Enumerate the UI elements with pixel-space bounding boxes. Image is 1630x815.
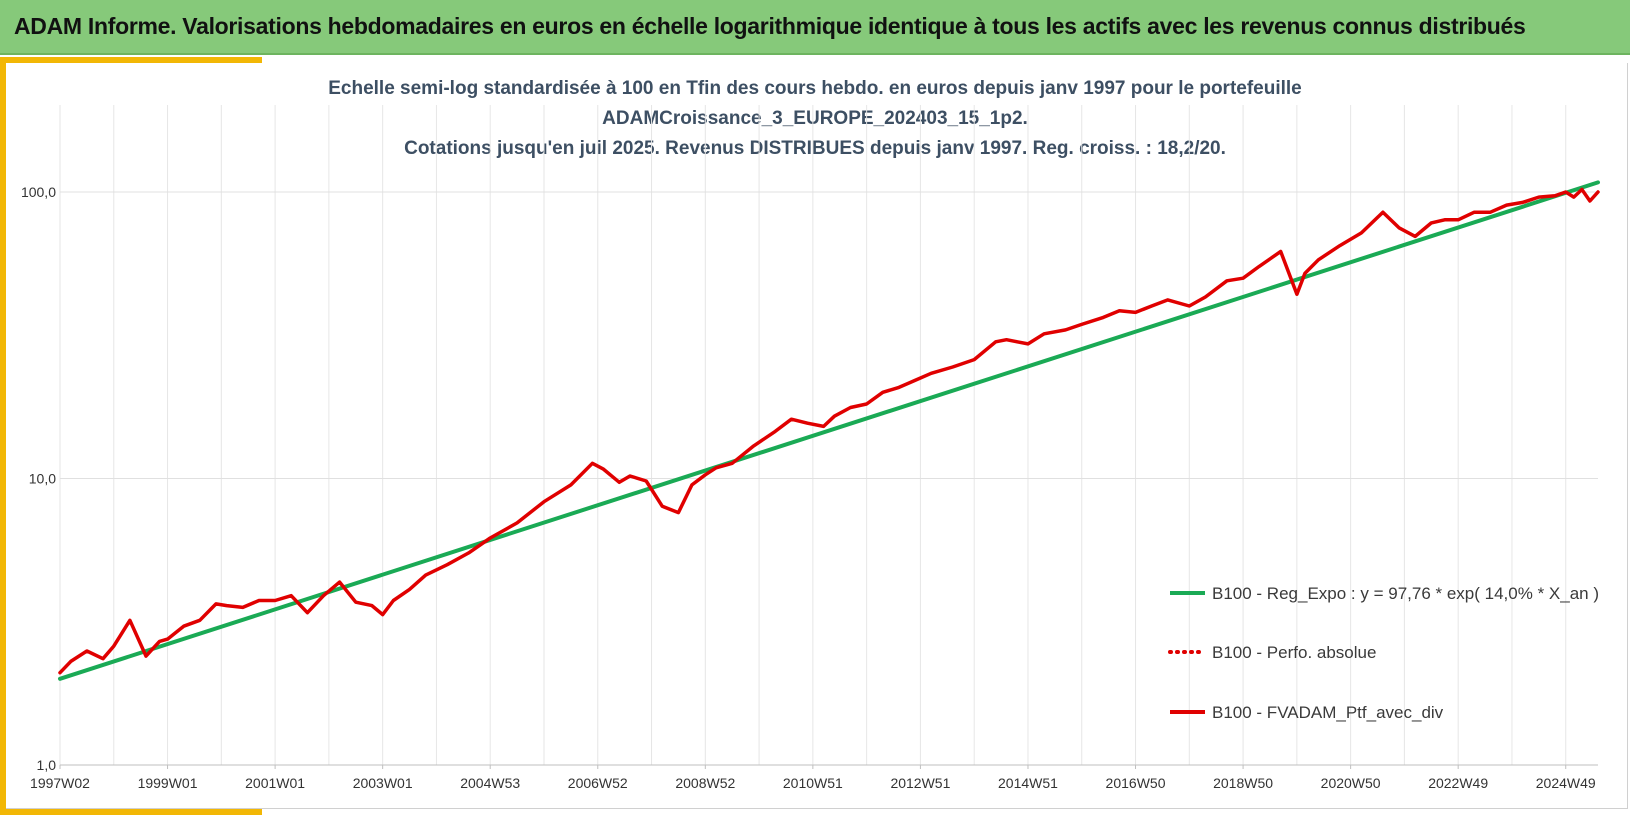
legend: B100 - Reg_Expo : y = 97,76 * exp( 14,0%… xyxy=(1168,584,1599,722)
y-tick-label: 1,0 xyxy=(37,757,57,773)
x-tick-label: 2018W50 xyxy=(1213,775,1273,791)
x-tick-label: 2022W49 xyxy=(1428,775,1488,791)
x-tick-label: 2010W51 xyxy=(783,775,843,791)
accent-bar-left xyxy=(0,57,6,815)
legend-label: B100 - Perfo. absolue xyxy=(1212,643,1376,662)
accent-bar-top xyxy=(0,57,262,63)
x-tick-label: 2004W53 xyxy=(460,775,520,791)
chart-title-line-2: ADAMCroissance_3_EUROPE_202403_15_1p2. xyxy=(602,108,1028,129)
page-title: ADAM Informe. Valorisations hebdomadaire… xyxy=(14,13,1526,39)
x-tick-label: 1997W02 xyxy=(30,775,90,791)
header-banner: ADAM Informe. Valorisations hebdomadaire… xyxy=(0,0,1630,55)
grid xyxy=(59,105,1598,769)
y-tick-label: 100,0 xyxy=(21,184,56,200)
x-tick-label: 2008W52 xyxy=(675,775,735,791)
x-tick-label: 2003W01 xyxy=(353,775,413,791)
x-tick-label: 2014W51 xyxy=(998,775,1058,791)
chart-title-line-1: Echelle semi-log standardisée à 100 en T… xyxy=(328,78,1302,99)
legend-label: B100 - Reg_Expo : y = 97,76 * exp( 14,0%… xyxy=(1212,584,1599,603)
x-tick-label: 2020W50 xyxy=(1321,775,1381,791)
x-tick-label: 2024W49 xyxy=(1536,775,1596,791)
regression-line xyxy=(58,180,1600,681)
series-layer xyxy=(58,180,1600,681)
y-tick-label: 10,0 xyxy=(29,471,56,487)
x-tick-label: 1999W01 xyxy=(138,775,198,791)
portfolio-line xyxy=(58,187,1600,675)
chart-frame xyxy=(6,63,1628,809)
axis-labels: 1,0 10,0 100,0 1997W02 1999W01 2001W01 2003W01… xyxy=(21,184,1596,791)
accent-bar-bottom xyxy=(0,809,262,815)
x-tick-label: 2006W52 xyxy=(568,775,628,791)
chart-title-line-3: Cotations jusqu'en juil 2025. Revenus DI… xyxy=(404,138,1226,159)
legend-label: B100 - FVADAM_Ptf_avec_div xyxy=(1212,703,1444,722)
x-tick-label: 2012W51 xyxy=(890,775,950,791)
x-tick-label: 2016W50 xyxy=(1106,775,1166,791)
x-tick-label: 2001W01 xyxy=(245,775,305,791)
